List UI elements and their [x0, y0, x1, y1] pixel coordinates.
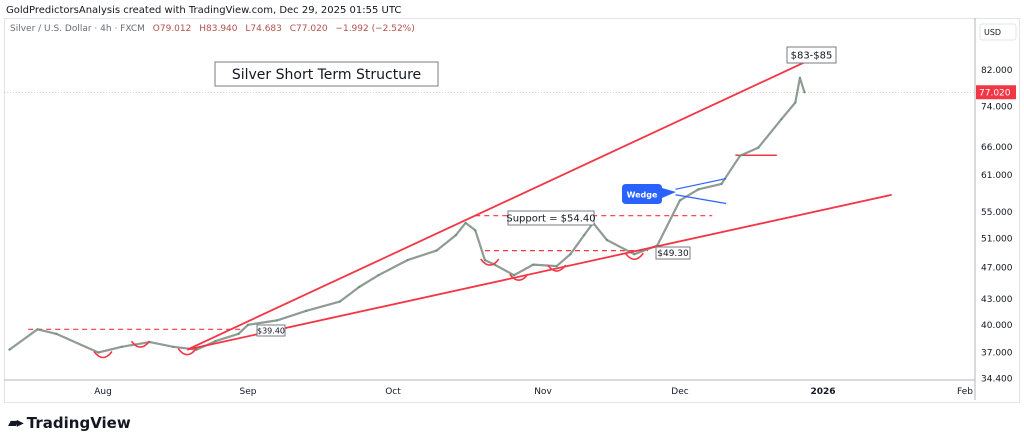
- price-point: [569, 253, 572, 256]
- price-point: [803, 91, 806, 94]
- last-price-badge: [976, 85, 1016, 100]
- price-point: [605, 238, 609, 242]
- price-point: [377, 274, 380, 277]
- swing-low-arc: [93, 351, 113, 359]
- y-tick-label: 51.000: [981, 235, 1013, 245]
- price-point: [483, 259, 487, 262]
- tradingview-logo-icon: ▰▸: [8, 415, 24, 431]
- chart-title: Silver Short Term Structure: [232, 67, 421, 83]
- level-3940-label-box: [256, 324, 286, 337]
- price-point: [246, 323, 250, 326]
- chart-title-box: [214, 61, 439, 87]
- y-tick-label: 34.400: [981, 374, 1013, 384]
- x-tick-label: Dec: [671, 387, 688, 397]
- target-label: $83-$85: [791, 51, 833, 62]
- currency-label: USD: [984, 28, 1001, 37]
- y-tick-label: 40.000: [981, 321, 1013, 331]
- x-tick-label: Nov: [534, 387, 552, 397]
- target-label-box: [786, 46, 837, 64]
- upper-trendline: [186, 61, 805, 351]
- y-tick-label: 82.000: [981, 66, 1013, 76]
- high-value: H83.940: [199, 24, 238, 34]
- price-point: [406, 259, 409, 262]
- wedge-lower-line: [675, 194, 727, 205]
- price-point: [678, 199, 682, 202]
- symbol-name[interactable]: Silver / U.S. Dollar · 4h · FXCM: [10, 24, 145, 34]
- last-price-label: 77.020: [979, 89, 1011, 99]
- price-point: [304, 309, 308, 313]
- price-point: [55, 332, 58, 335]
- y-tick-label: 61.000: [981, 171, 1013, 181]
- open-value: O79.012: [152, 24, 192, 34]
- y-tick-label: 74.000: [981, 102, 1013, 112]
- price-point: [738, 154, 742, 157]
- swing-low-arc: [177, 348, 197, 356]
- price-point: [512, 274, 516, 277]
- x-tick-label: 2026: [810, 387, 835, 397]
- currency-box: [979, 23, 1017, 41]
- price-point: [275, 319, 279, 322]
- price-point: [36, 328, 39, 331]
- y-tick-label: 43.000: [981, 295, 1013, 305]
- support-label: Support = $54.40: [506, 214, 595, 225]
- price-point: [237, 332, 240, 335]
- support-label-box: [507, 210, 595, 226]
- price-point: [8, 348, 11, 351]
- x-tick-label: Feb: [957, 387, 973, 397]
- tradingview-brand[interactable]: ▰▸ TradingView: [8, 414, 131, 432]
- chart-frame: [4, 18, 1020, 403]
- symbol-legend: Silver / U.S. Dollar · 4h · FXCM O79.012…: [10, 24, 415, 34]
- change-value: −1.992 (−2.52%): [335, 24, 415, 34]
- price-point: [338, 300, 341, 303]
- price-point: [464, 221, 467, 225]
- price-point: [555, 264, 558, 268]
- brand-name: TradingView: [26, 414, 131, 432]
- price-point: [358, 285, 361, 289]
- x-tick-label: Sep: [240, 387, 257, 397]
- price-point: [454, 234, 458, 237]
- wedge-label: Wedge: [627, 191, 658, 200]
- y-tick-label: 37.000: [981, 349, 1013, 359]
- price-point: [757, 146, 760, 149]
- wedge-upper-line: [675, 177, 727, 190]
- price-point: [97, 351, 100, 354]
- price-point: [720, 182, 723, 185]
- x-tick-label: Aug: [94, 387, 112, 397]
- price-point: [697, 188, 700, 191]
- wedge-callout: [622, 184, 676, 204]
- price-point: [172, 345, 175, 348]
- price-point: [474, 229, 477, 232]
- price-point: [583, 234, 586, 237]
- level-4930-label-box: [655, 246, 691, 260]
- price-point: [798, 76, 802, 79]
- chart-credit: GoldPredictorsAnalysis created with Trad…: [6, 5, 402, 16]
- swing-low-arc: [480, 258, 500, 266]
- y-tick-label: 55.000: [981, 208, 1013, 218]
- x-tick-label: Oct: [385, 387, 401, 397]
- price-point: [780, 118, 783, 121]
- y-tick-label: 47.000: [981, 264, 1013, 274]
- swing-low-arc: [624, 252, 644, 261]
- level-4930-label: $49.30: [657, 249, 689, 259]
- swing-low-arc: [130, 340, 151, 348]
- y-tick-label: 66.000: [981, 143, 1013, 153]
- price-point: [435, 249, 438, 252]
- close-value: C77.020: [289, 24, 328, 34]
- level-3940-label: $39.40: [257, 326, 285, 335]
- lower-trendline: [187, 193, 892, 351]
- price-point: [214, 340, 217, 343]
- price-point: [120, 345, 123, 348]
- price-point: [633, 253, 636, 256]
- price-point: [794, 101, 797, 104]
- price-point: [532, 263, 535, 266]
- low-value: L74.683: [245, 24, 282, 34]
